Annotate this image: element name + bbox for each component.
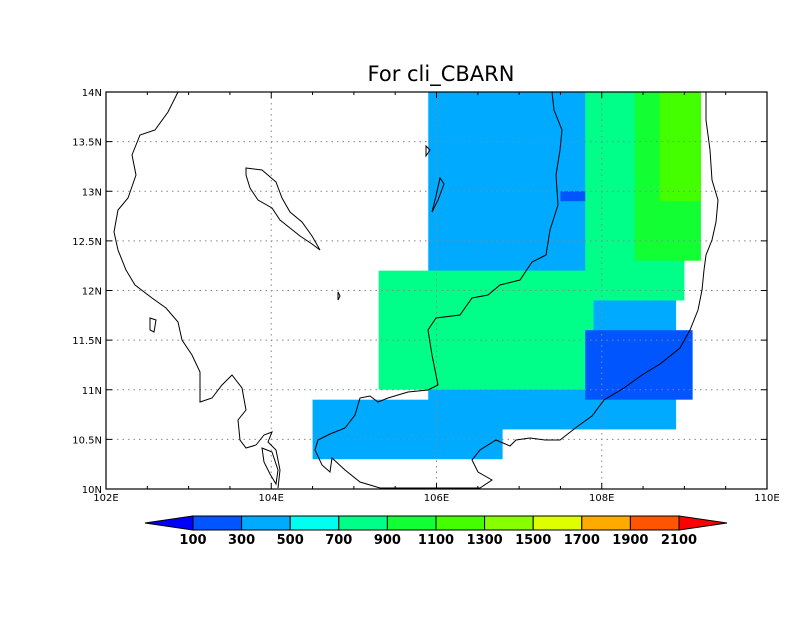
- colorbar-box: [532, 515, 583, 531]
- coastline-mainland: [314, 91, 719, 489]
- y-tick-label: 11.5N: [72, 336, 102, 347]
- heat-region-5: [659, 92, 701, 202]
- coastline-west-gulf: [113, 91, 281, 489]
- y-tick-label: 11N: [82, 386, 102, 397]
- island-phu-quoc: [261, 447, 279, 486]
- x-tick-label: 106E: [424, 493, 449, 504]
- coastline: [113, 91, 719, 489]
- x-tick-label: 108E: [589, 493, 614, 504]
- colorbar-label: 500: [277, 533, 304, 548]
- y-tick-label: 13.5N: [72, 138, 102, 149]
- colorbar-label: 300: [228, 533, 255, 548]
- colorbar: 100 300 500 700 900 1100 1300 1500 1700 1900 2100: [144, 515, 728, 548]
- colorbar-box: [338, 515, 388, 531]
- y-tick-label: 13N: [82, 187, 102, 198]
- colorbar-label: 1100: [418, 533, 454, 548]
- heat-region-6: [585, 330, 693, 400]
- map-title: For cli_CBARN: [368, 62, 515, 87]
- colorbar-box: [289, 515, 340, 531]
- x-tick-label: 102E: [93, 493, 118, 504]
- colorbar-box: [629, 515, 680, 531]
- y-axis-ticks: 10N 10.5N 11N 11.5N 12N 12.5N 13N 13.5N 14N: [72, 88, 767, 496]
- heat-region-7: [560, 191, 586, 202]
- y-tick-label: 10N: [82, 485, 102, 496]
- colorbar-min-triangle: [144, 515, 194, 531]
- colorbar-label: 100: [179, 533, 206, 548]
- y-tick-label: 14N: [82, 88, 102, 99]
- river-islet: [431, 176, 445, 213]
- colorbar-box: [581, 515, 631, 531]
- gridlines: [106, 92, 767, 489]
- colorbar-label: 1300: [467, 533, 503, 548]
- island-small: [149, 317, 157, 333]
- colorbar-label: 700: [325, 533, 352, 548]
- heat-region-2: [378, 270, 594, 390]
- colorbar-label: 2100: [661, 533, 697, 548]
- heatmap-layer: [312, 92, 701, 460]
- colorbar-label: 1500: [515, 533, 551, 548]
- colorbar-box: [435, 515, 486, 531]
- x-tick-label: 110E: [754, 493, 779, 504]
- island-north: [425, 144, 431, 158]
- colorbar-max-triangle: [678, 515, 728, 531]
- y-tick-label: 10.5N: [72, 435, 102, 446]
- colorbar-box: [484, 515, 534, 531]
- colorbar-label: 1900: [612, 533, 648, 548]
- y-tick-label: 12N: [82, 287, 102, 298]
- x-axis-ticks: 102E 104E 106E 108E 110E: [93, 92, 780, 504]
- y-tick-label: 12.5N: [72, 237, 102, 248]
- colorbar-label: 900: [374, 533, 401, 548]
- colorbar-box: [192, 515, 243, 531]
- colorbar-box: [386, 515, 437, 531]
- tonle-sap-lake: [245, 167, 321, 251]
- x-tick-label: 104E: [259, 493, 284, 504]
- colorbar-box: [241, 515, 291, 531]
- island-dot: [337, 291, 341, 301]
- colorbar-label: 1700: [564, 533, 600, 548]
